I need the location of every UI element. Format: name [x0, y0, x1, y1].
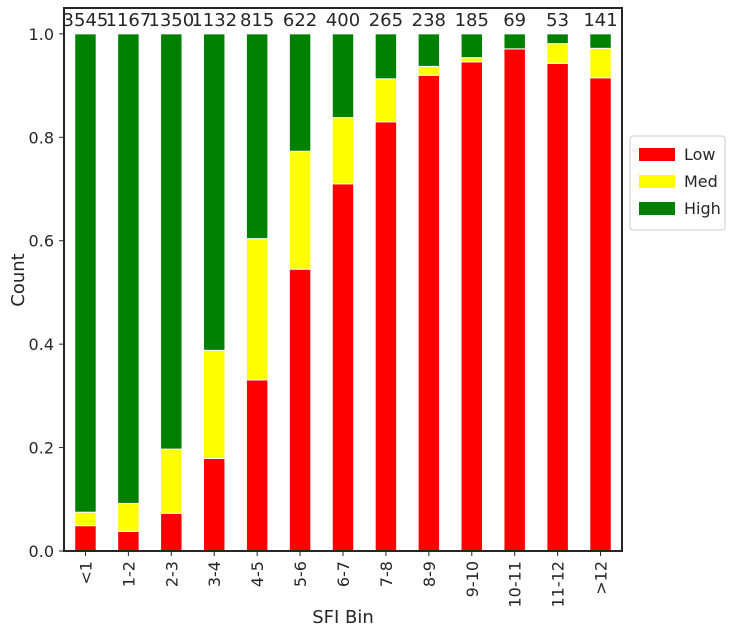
- bar-low-11: [546, 62, 569, 552]
- legend: Low Med High: [629, 135, 726, 231]
- bar-low-12: [589, 77, 612, 552]
- bar-high-6: [331, 33, 355, 119]
- bar-high-0: [74, 33, 97, 513]
- bar-low-3: [203, 457, 226, 552]
- bar-med-4: [245, 238, 269, 381]
- x-tick-label: 10-11: [506, 561, 525, 608]
- count-label: 1167: [105, 10, 151, 31]
- bar-high-9: [460, 33, 483, 59]
- x-tick-label: 5-6: [291, 561, 310, 587]
- count-label: 815: [240, 10, 274, 31]
- legend-swatch-med: [639, 175, 675, 188]
- y-tick-label: 0.2: [29, 439, 54, 458]
- bar-low-0: [74, 525, 97, 552]
- bar-high-1: [117, 33, 140, 504]
- bar-med-0: [74, 511, 97, 527]
- x-tick-label: 4-5: [248, 561, 267, 587]
- y-tick-label: 0.6: [29, 232, 54, 251]
- x-tick-label: 6-7: [334, 561, 353, 587]
- count-label: 141: [583, 10, 617, 31]
- bar-low-10: [503, 48, 526, 552]
- bar-med-7: [374, 78, 398, 123]
- x-tick-label: <1: [76, 561, 95, 585]
- bar-low-1: [117, 530, 140, 552]
- count-label: 622: [283, 10, 317, 31]
- count-label: 185: [455, 10, 489, 31]
- count-label: 3545: [63, 10, 109, 31]
- bar-high-2: [160, 33, 183, 450]
- bar-med-11: [546, 43, 569, 64]
- x-tick-label: >12: [592, 561, 611, 595]
- bar-med-9: [460, 57, 483, 63]
- bar-high-12: [589, 33, 612, 49]
- bar-low-6: [331, 183, 355, 552]
- bar-low-2: [160, 512, 183, 552]
- bar-med-3: [203, 349, 226, 459]
- x-tick-label: 8-9: [420, 561, 439, 587]
- y-axis-title: Count: [8, 253, 29, 306]
- bar-high-8: [417, 33, 441, 67]
- bar-high-5: [288, 33, 312, 152]
- count-label: 1350: [148, 10, 194, 31]
- y-tick-label: 1.0: [29, 25, 54, 44]
- x-tick-label: 1-2: [119, 561, 138, 587]
- legend-label-low: Low: [684, 145, 716, 164]
- legend-swatch-high: [639, 202, 675, 215]
- bar-high-11: [546, 33, 569, 45]
- legend-swatch-low: [639, 148, 675, 161]
- bar-low-5: [288, 268, 312, 552]
- bar-med-2: [160, 448, 183, 514]
- y-tick-label: 0.4: [29, 335, 54, 354]
- x-axis: <1 1-2 2-3 3-4 4-5 5-6 6-7 7-8 8-9 9-10 10-11 11-12…: [76, 551, 611, 608]
- bar-low-7: [374, 121, 398, 552]
- bar-low-8: [417, 74, 441, 552]
- y-axis: 0.0 0.2 0.4 0.6 0.8 1.0: [29, 25, 64, 561]
- x-tick-label: 3-4: [205, 561, 224, 587]
- bar-med-6: [331, 117, 355, 185]
- bar-high-3: [203, 33, 226, 351]
- x-tick-label: 9-10: [463, 561, 482, 597]
- count-label: 53: [546, 10, 569, 31]
- x-tick-label: 7-8: [377, 561, 396, 587]
- legend-label-high: High: [684, 199, 721, 218]
- bar-low-9: [460, 61, 483, 552]
- bar-high-4: [245, 33, 269, 240]
- bar-med-12: [589, 47, 612, 79]
- count-label: 69: [503, 10, 526, 31]
- count-label: 1132: [191, 10, 237, 31]
- y-tick-label: 0.8: [29, 128, 54, 147]
- bar-med-8: [417, 65, 441, 76]
- x-tick-label: 2-3: [162, 561, 181, 587]
- count-label: 238: [412, 10, 446, 31]
- bar-high-7: [374, 33, 398, 80]
- bar-med-5: [288, 150, 312, 270]
- bar-low-4: [245, 379, 269, 552]
- bar-med-1: [117, 502, 140, 532]
- y-tick-label: 0.0: [29, 542, 54, 561]
- x-axis-title: SFI Bin: [312, 607, 374, 628]
- count-label: 400: [326, 10, 360, 31]
- bars-layer: [74, 33, 612, 552]
- legend-label-med: Med: [684, 172, 718, 191]
- x-tick-label: 11-12: [549, 561, 568, 608]
- bar-high-10: [503, 33, 526, 50]
- count-label: 265: [369, 10, 403, 31]
